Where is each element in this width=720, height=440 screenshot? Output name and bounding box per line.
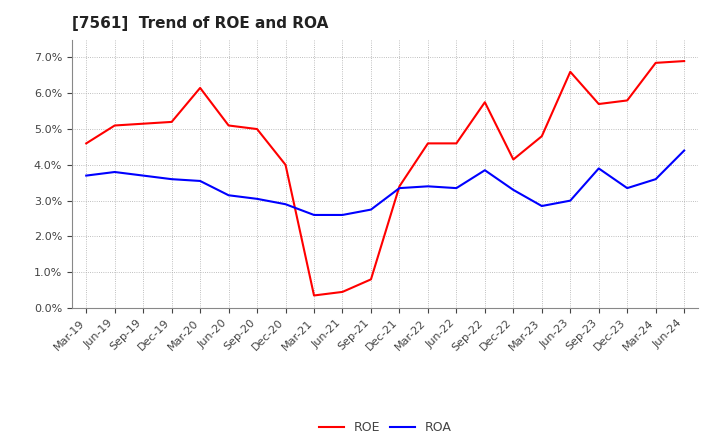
ROE — [253, 126, 261, 132]
ROE — [282, 162, 290, 168]
ROA — [225, 193, 233, 198]
ROA — [310, 213, 318, 218]
ROA — [395, 186, 404, 191]
ROA — [652, 176, 660, 182]
ROE — [366, 277, 375, 282]
ROE — [509, 157, 518, 162]
ROE — [82, 141, 91, 146]
ROE — [139, 121, 148, 126]
ROE — [196, 85, 204, 91]
ROA — [423, 183, 432, 189]
ROE — [595, 101, 603, 106]
ROE — [423, 141, 432, 146]
ROA — [680, 148, 688, 153]
ROA — [623, 186, 631, 191]
ROA — [196, 178, 204, 183]
Legend: ROE, ROA: ROE, ROA — [313, 416, 457, 439]
ROA — [253, 196, 261, 202]
Line: ROE: ROE — [86, 61, 684, 296]
ROE — [452, 141, 461, 146]
ROA — [139, 173, 148, 178]
ROE — [110, 123, 119, 128]
ROE — [225, 123, 233, 128]
ROA — [82, 173, 91, 178]
ROA — [110, 169, 119, 175]
ROA — [366, 207, 375, 212]
ROA — [167, 176, 176, 182]
ROE — [623, 98, 631, 103]
ROA — [566, 198, 575, 203]
ROE — [566, 69, 575, 74]
ROA — [452, 186, 461, 191]
Line: ROA: ROA — [86, 150, 684, 215]
ROA — [537, 203, 546, 209]
ROE — [395, 183, 404, 189]
ROE — [338, 289, 347, 294]
ROA — [509, 187, 518, 193]
ROA — [282, 202, 290, 207]
ROE — [310, 293, 318, 298]
ROA — [338, 213, 347, 218]
Text: [7561]  Trend of ROE and ROA: [7561] Trend of ROE and ROA — [72, 16, 328, 32]
ROE — [680, 59, 688, 64]
ROA — [480, 168, 489, 173]
ROA — [595, 166, 603, 171]
ROE — [167, 119, 176, 125]
ROE — [652, 60, 660, 66]
ROE — [480, 99, 489, 105]
ROE — [537, 134, 546, 139]
